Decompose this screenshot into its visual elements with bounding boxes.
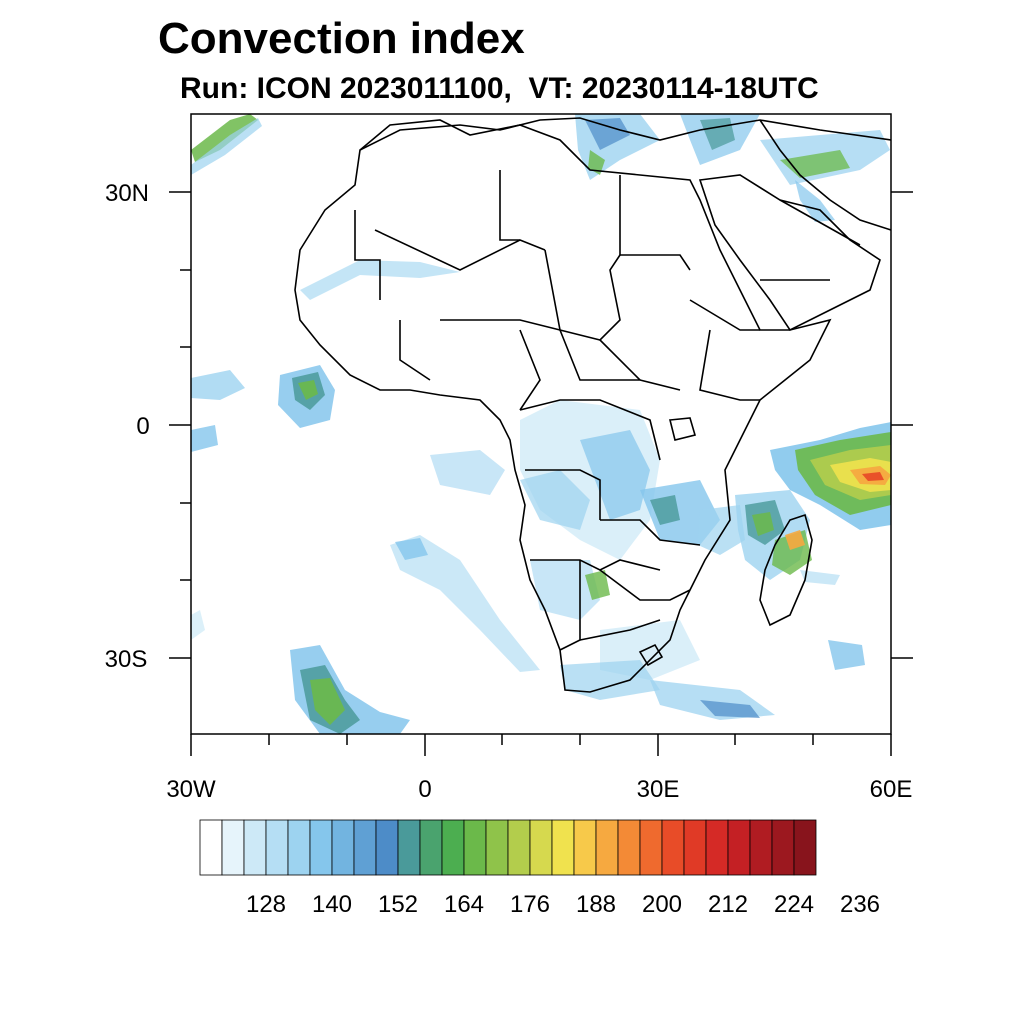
colorbar-label: 176 xyxy=(510,891,550,918)
colorbar-label: 140 xyxy=(312,891,352,918)
lat-label-30s: 30S xyxy=(105,646,148,673)
map-frame xyxy=(190,113,892,735)
colorbar-swatch xyxy=(485,819,509,876)
colorbar-swatch xyxy=(793,819,817,876)
lat-label-0: 0 xyxy=(136,413,149,440)
colorbar-label: 128 xyxy=(246,891,286,918)
colorbar-swatch xyxy=(375,819,399,876)
lat-label-30n: 30N xyxy=(105,180,149,207)
colorbar-swatch xyxy=(309,819,333,876)
colorbar-swatch xyxy=(331,819,355,876)
colorbar-swatch xyxy=(771,819,795,876)
chart-subtitle: Run: ICON 2023011100, VT: 20230114-18UTC xyxy=(180,72,819,105)
colorbar-swatch xyxy=(199,819,223,876)
chart-title: Convection index xyxy=(158,14,525,63)
colorbar-swatch xyxy=(265,819,289,876)
colorbar-swatch xyxy=(617,819,641,876)
colorbar-swatch xyxy=(243,819,267,876)
colorbar-swatch xyxy=(419,819,443,876)
colorbar-swatch xyxy=(683,819,707,876)
colorbar-swatch xyxy=(573,819,597,876)
colorbar-swatch xyxy=(529,819,553,876)
map-ticks xyxy=(169,191,913,756)
colorbar-swatch xyxy=(221,819,245,876)
colorbar-swatch xyxy=(705,819,729,876)
lon-label-30e: 30E xyxy=(637,776,680,803)
colorbar-swatch xyxy=(639,819,663,876)
colorbar-swatch xyxy=(463,819,487,876)
lon-label-60e: 60E xyxy=(870,776,913,803)
colorbar-label: 212 xyxy=(708,891,748,918)
coastlines xyxy=(294,117,891,693)
colorbar xyxy=(199,819,817,876)
colorbar-swatch xyxy=(287,819,311,876)
colorbar-swatch xyxy=(749,819,773,876)
colorbar-swatch xyxy=(441,819,465,876)
colorbar-label: 236 xyxy=(840,891,880,918)
colorbar-label: 200 xyxy=(642,891,682,918)
colorbar-label: 224 xyxy=(774,891,814,918)
colorbar-label: 152 xyxy=(378,891,418,918)
colorbar-swatch xyxy=(551,819,575,876)
convection-shading xyxy=(191,114,891,734)
lon-label-30w: 30W xyxy=(166,776,216,803)
colorbar-swatch xyxy=(353,819,377,876)
lon-label-0: 0 xyxy=(418,776,431,803)
colorbar-swatch xyxy=(595,819,619,876)
colorbar-swatch xyxy=(727,819,751,876)
colorbar-label: 188 xyxy=(576,891,616,918)
colorbar-swatch xyxy=(397,819,421,876)
colorbar-labels: 128 140 152 164 176 188 200 212 224 236 xyxy=(246,891,880,918)
colorbar-label: 164 xyxy=(444,891,484,918)
colorbar-swatch xyxy=(661,819,685,876)
colorbar-swatch xyxy=(507,819,531,876)
